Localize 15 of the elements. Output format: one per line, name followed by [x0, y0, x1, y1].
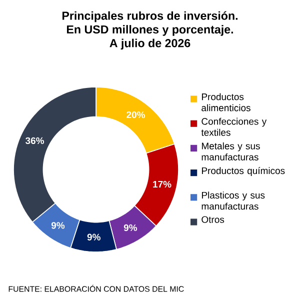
data-label: 36% — [26, 137, 44, 144]
legend-label: Productos alimenticios — [202, 93, 250, 112]
data-label: 9% — [51, 222, 65, 229]
data-label: 9% — [124, 224, 138, 232]
legend-label: Confecciones y textiles — [201, 118, 267, 136]
legend-label: Plasticos y sus manufacturas — [202, 192, 265, 210]
data-label: 9% — [87, 234, 100, 240]
legend-label: Otros — [202, 216, 224, 223]
data-label: 20% — [126, 111, 146, 118]
legend-label: Productos químicos — [202, 167, 285, 176]
text: A julio de 2026 — [110, 38, 190, 50]
data-label: 17% — [153, 180, 172, 188]
chart-title: Principales rubros de inversión. — [62, 11, 238, 22]
chart-subtitle: En USD millones y porcentaje. — [66, 25, 233, 36]
legend-label: Metales y sus manufacturas — [202, 142, 260, 160]
